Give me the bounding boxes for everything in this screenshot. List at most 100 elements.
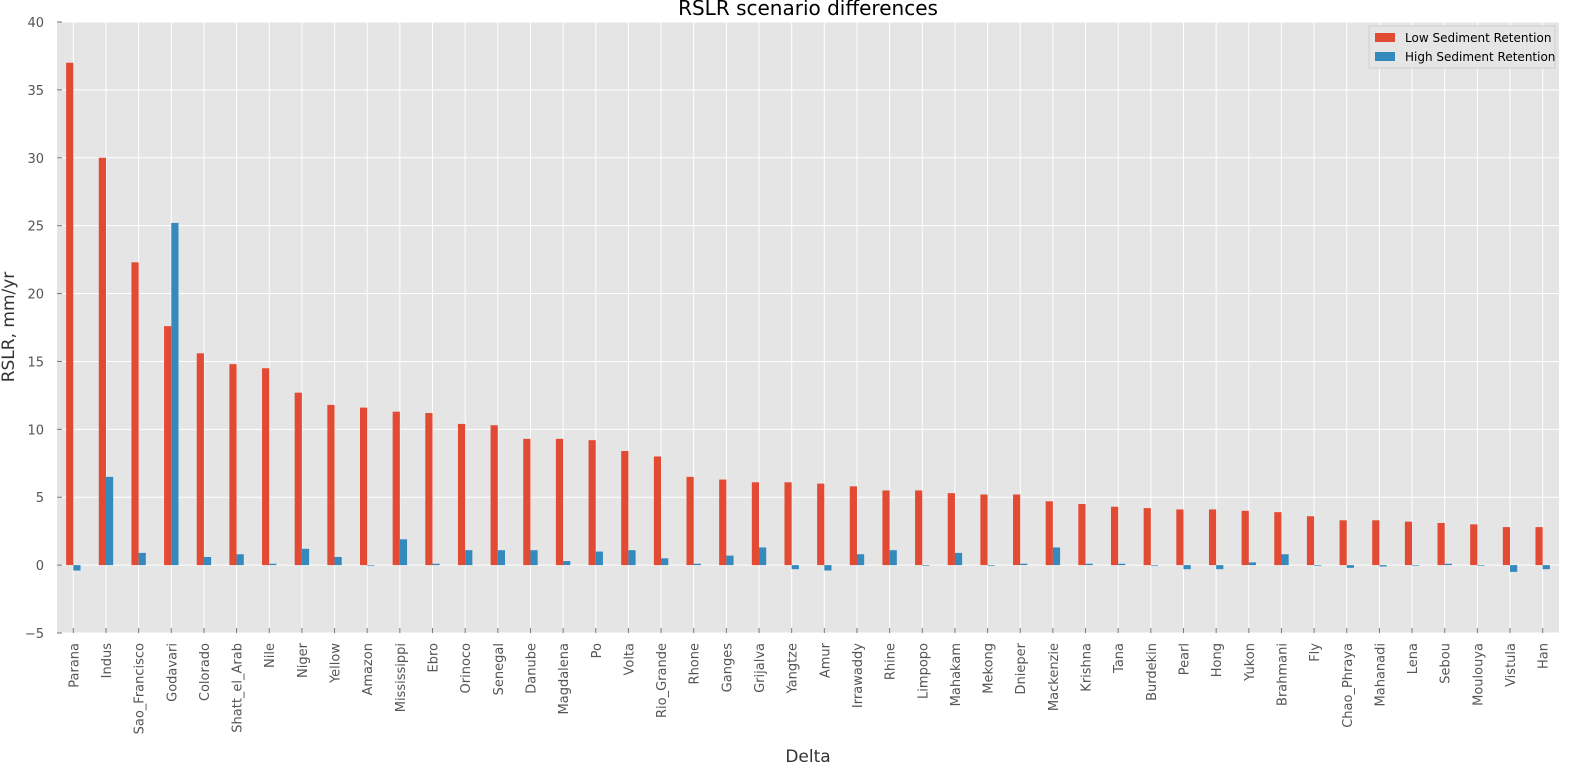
y-axis-title: RSLR, mm/yr	[0, 272, 19, 383]
x-tick-label: Yellow	[329, 643, 344, 684]
bar-low-parana	[66, 62, 74, 566]
x-tick-label: Indus	[100, 643, 115, 679]
bar-low-mahanadi	[1372, 520, 1380, 566]
bar-high-sebou	[1444, 563, 1452, 566]
bar-low-pearl	[1176, 509, 1184, 566]
bar-high-irrawaddy	[856, 554, 865, 566]
bar-high-rio_grande	[661, 558, 669, 566]
x-tick-label: Po	[590, 643, 605, 658]
bar-high-shatt_el_arab	[236, 554, 244, 566]
bar-low-krishna	[1078, 504, 1086, 566]
bar-high-hong	[1216, 565, 1224, 570]
bar-low-rhine	[882, 490, 890, 566]
x-tick-label: Rhine	[884, 643, 899, 680]
bar-low-yellow	[327, 404, 335, 566]
bar-high-krishna	[1085, 563, 1093, 566]
y-tick-label: 0	[36, 559, 44, 574]
bar-low-mekong	[980, 494, 988, 566]
x-tick-label: Han	[1537, 643, 1552, 669]
bar-high-yangtze	[791, 565, 799, 570]
x-tick-label: Magdalena	[557, 643, 572, 714]
x-tick-label: Rhone	[688, 643, 703, 684]
x-tick-label: Dnieper	[1014, 642, 1029, 694]
x-tick-label: Yukon	[1243, 643, 1258, 682]
x-tick-label: Grijalva	[753, 643, 768, 693]
x-tick-label: Rio_Grande	[655, 643, 670, 718]
x-tick-label: Mekong	[982, 643, 997, 694]
x-tick-label: Krishna	[1080, 643, 1095, 692]
x-tick-label: Vistula	[1504, 643, 1519, 687]
y-tick-label: 25	[27, 220, 44, 235]
bar-high-magdalena	[563, 561, 571, 566]
bar-low-rhone	[686, 476, 694, 566]
bar-low-sebou	[1437, 523, 1445, 566]
y-tick-label: 15	[27, 355, 44, 370]
x-axis-ticks: Parana Indus Sao_Francisco Godavari Colorado…	[67, 628, 1552, 734]
bar-high-brahmani	[1281, 554, 1289, 566]
bar-low-po	[588, 440, 596, 566]
y-tick-label: −5	[25, 627, 44, 642]
bar-high-ganges	[726, 555, 734, 566]
x-tick-label: Sao_Francisco	[133, 643, 148, 734]
bar-low-volta	[621, 451, 629, 566]
bar-low-moulouya	[1470, 524, 1478, 566]
x-tick-label: Nile	[263, 643, 278, 668]
legend: Low Sediment Retention High Sediment Ret…	[1368, 25, 1556, 69]
x-tick-label: Moulouya	[1471, 643, 1486, 706]
bar-low-vistula	[1502, 527, 1511, 566]
bar-low-limpopo	[915, 490, 923, 566]
bar-high-rhone	[693, 563, 701, 566]
x-tick-label: Parana	[67, 643, 82, 688]
legend-label-high: High Sediment Retention	[1405, 50, 1555, 64]
bar-high-mekong	[987, 565, 995, 566]
y-tick-label: 30	[27, 152, 44, 167]
bar-low-amazon	[359, 407, 368, 566]
bar-high-moulouya	[1477, 565, 1485, 566]
bar-high-mahanadi	[1379, 565, 1387, 567]
bar-high-danube	[530, 550, 538, 566]
x-tick-label: Danube	[524, 643, 539, 694]
bar-high-limpopo	[922, 565, 930, 566]
bar-high-yellow	[334, 556, 342, 566]
x-tick-label: Mahanadi	[1373, 643, 1388, 706]
x-tick-label: Amazon	[361, 643, 376, 696]
x-tick-label: Sebou	[1439, 643, 1454, 684]
bar-high-orinoco	[465, 550, 473, 566]
bar-high-burdekin	[1150, 565, 1159, 566]
x-tick-label: Hong	[1210, 643, 1225, 677]
bar-high-rhine	[889, 550, 897, 566]
x-tick-label: Niger	[296, 642, 311, 678]
x-axis-title: Delta	[785, 747, 830, 767]
bar-high-colorado	[203, 556, 212, 566]
bar-high-vistula	[1510, 565, 1518, 572]
y-tick-label: 10	[27, 423, 44, 438]
bar-high-sao_francisco	[138, 552, 146, 566]
plot-background	[57, 22, 1559, 633]
x-tick-label: Senegal	[492, 643, 507, 695]
x-tick-label: Limpopo	[916, 643, 931, 699]
bar-low-mackenzie	[1045, 501, 1053, 566]
bar-low-fly	[1306, 516, 1315, 566]
bar-high-mahakam	[954, 552, 963, 566]
bar-high-grijalva	[759, 547, 767, 566]
bar-low-danube	[523, 438, 531, 566]
bar-low-grijalva	[751, 482, 760, 566]
legend-label-low: Low Sediment Retention	[1405, 31, 1551, 45]
bar-high-niger	[301, 548, 310, 566]
x-tick-label: Shatt_el_Arab	[231, 643, 246, 733]
y-tick-label: 40	[27, 16, 44, 31]
x-tick-label: Amur	[818, 642, 833, 678]
x-tick-label: Mackenzie	[1047, 643, 1062, 711]
x-tick-label: Orinoco	[459, 643, 474, 694]
bar-low-burdekin	[1143, 508, 1151, 566]
bar-low-shatt_el_arab	[229, 364, 237, 566]
bar-high-fly	[1314, 565, 1322, 566]
bar-high-godavari	[171, 222, 179, 566]
bar-low-yangtze	[784, 482, 792, 566]
x-tick-label: Ganges	[720, 643, 735, 693]
x-tick-label: Yangtze	[786, 643, 801, 695]
x-tick-label: Colorado	[198, 643, 213, 701]
bar-low-magdalena	[555, 438, 564, 566]
x-tick-label: Pearl	[1178, 643, 1193, 675]
bar-low-niger	[294, 392, 302, 566]
